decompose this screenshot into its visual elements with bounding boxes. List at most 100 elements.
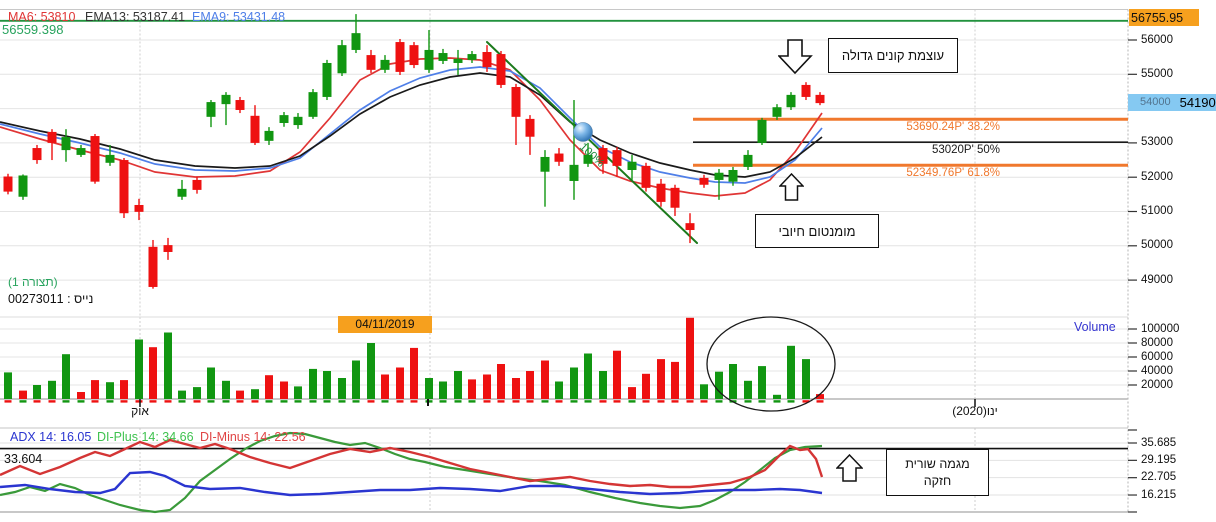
x-label-oct: אוק bbox=[131, 404, 149, 418]
volume-bar bbox=[410, 347, 418, 399]
highlight-ellipse[interactable] bbox=[706, 316, 836, 412]
up-arrow-icon[interactable] bbox=[779, 173, 804, 201]
volume-bar bbox=[77, 392, 85, 399]
positive-momentum-annotation[interactable]: מומנטום חיובי bbox=[755, 214, 879, 248]
axis-color-dash bbox=[265, 400, 273, 403]
adx-threshold-label: 33.604 bbox=[4, 452, 43, 466]
volume-bar bbox=[497, 364, 505, 399]
axis-color-dash bbox=[744, 400, 752, 403]
candle-body bbox=[598, 148, 608, 164]
axis-color-dash bbox=[787, 400, 795, 403]
volume-bar bbox=[773, 394, 781, 399]
price-tick-label: 56000 bbox=[1141, 33, 1173, 46]
current-price-row: 54000 54190 bbox=[1128, 93, 1216, 111]
axis-color-dash bbox=[584, 400, 592, 403]
bullish-trend-annotation[interactable]: מגמה שורית חזקה bbox=[886, 449, 989, 496]
axis-color-dash bbox=[280, 400, 288, 403]
price-tick-label: 53000 bbox=[1141, 136, 1173, 149]
candle-body bbox=[467, 54, 477, 60]
candle-body bbox=[424, 49, 434, 70]
volume-bar bbox=[642, 373, 650, 399]
up-arrow-bottom-icon[interactable] bbox=[836, 454, 863, 482]
di-minus-legend: DI-Minus 14: 22.56 bbox=[200, 430, 306, 444]
price-tick-label: 50000 bbox=[1141, 239, 1173, 252]
volume-bar bbox=[338, 378, 346, 399]
volume-bar bbox=[135, 339, 143, 399]
down-arrow-icon[interactable] bbox=[778, 39, 813, 74]
current-tick-label: 54000 bbox=[1140, 96, 1171, 109]
axis-color-dash bbox=[381, 400, 389, 403]
volume-tick-label: 40000 bbox=[1141, 364, 1173, 377]
volume-tick-label: 60000 bbox=[1141, 350, 1173, 363]
volume-bar bbox=[251, 389, 259, 399]
candle-body bbox=[221, 94, 231, 105]
candle-body bbox=[496, 54, 506, 85]
di-plus-legend: DI-Plus 14: 34.66 bbox=[97, 430, 194, 444]
period-high-badge: 56755.95 bbox=[1129, 9, 1199, 26]
price-tick-label: 51000 bbox=[1141, 205, 1173, 217]
candle-body bbox=[279, 115, 289, 124]
volume-bar bbox=[236, 390, 244, 399]
volume-bar bbox=[193, 387, 201, 399]
price-tick-label: 55000 bbox=[1141, 67, 1173, 80]
candle-body bbox=[612, 150, 622, 166]
candle-body bbox=[351, 33, 361, 50]
axis-color-dash bbox=[222, 400, 230, 403]
configuration-label: (תצורה 1) bbox=[8, 275, 58, 289]
candle-body bbox=[583, 154, 593, 164]
volume-bar bbox=[671, 361, 679, 399]
axis-color-dash bbox=[773, 400, 781, 403]
strong-buyers-annotation[interactable]: עוצמת קונים גדולה bbox=[828, 38, 958, 73]
axis-color-dash bbox=[671, 400, 679, 403]
date-callout[interactable]: 04/11/2019 bbox=[338, 316, 432, 333]
volume-bar bbox=[700, 384, 708, 399]
volume-bar bbox=[483, 374, 491, 399]
volume-bar bbox=[512, 378, 520, 399]
candle-body bbox=[380, 59, 390, 70]
axis-color-dash bbox=[207, 400, 215, 403]
axis-color-dash bbox=[135, 400, 143, 403]
ema9-legend: EMA9: 53431.48 bbox=[192, 10, 286, 24]
axis-color-dash bbox=[33, 400, 41, 403]
axis-color-dash bbox=[497, 400, 505, 403]
axis-color-dash bbox=[91, 400, 99, 403]
volume-bar bbox=[686, 317, 694, 399]
axis-color-dash bbox=[294, 400, 302, 403]
axis-color-dash bbox=[541, 400, 549, 403]
candle-body bbox=[337, 45, 347, 74]
volume-bar bbox=[91, 380, 99, 399]
axis-color-dash bbox=[439, 400, 447, 403]
axis-color-dash bbox=[323, 400, 331, 403]
candle-body bbox=[105, 154, 115, 163]
axis-color-dash bbox=[512, 400, 520, 403]
ball-marker[interactable] bbox=[573, 122, 593, 142]
volume-bar bbox=[149, 347, 157, 399]
candle-body bbox=[540, 156, 550, 172]
candle-body bbox=[453, 58, 463, 63]
volume-bar bbox=[729, 364, 737, 399]
axis-color-dash bbox=[555, 400, 563, 403]
volume-bar bbox=[526, 371, 534, 399]
volume-bar bbox=[222, 380, 230, 399]
upper-level-label: 56559.398 bbox=[2, 22, 64, 37]
volume-bar bbox=[265, 375, 273, 399]
axis-color-dash bbox=[599, 400, 607, 403]
volume-tick-label: 20000 bbox=[1141, 378, 1173, 391]
candle-body bbox=[772, 107, 782, 117]
trend-line[interactable] bbox=[486, 41, 698, 244]
candle-body bbox=[438, 53, 448, 61]
volume-tick-label: 80000 bbox=[1141, 336, 1173, 349]
candle-body bbox=[61, 137, 71, 151]
axis-color-dash bbox=[686, 400, 694, 403]
axis-color-dash bbox=[715, 400, 723, 403]
candle-body bbox=[815, 94, 825, 104]
candle-body bbox=[76, 148, 86, 155]
candle-body bbox=[322, 62, 332, 97]
axis-color-dash bbox=[164, 400, 172, 403]
volume-bar bbox=[33, 385, 41, 399]
candle-body bbox=[670, 187, 680, 208]
candle-body bbox=[366, 55, 376, 70]
volume-bar bbox=[816, 394, 824, 399]
